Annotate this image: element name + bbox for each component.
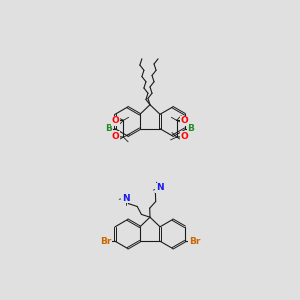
Text: Br: Br — [189, 237, 200, 246]
Text: O: O — [112, 132, 119, 141]
Text: N: N — [156, 183, 164, 192]
Text: O: O — [181, 116, 188, 125]
Text: B: B — [106, 124, 112, 133]
Text: O: O — [112, 116, 119, 125]
Text: O: O — [181, 132, 188, 141]
Text: B: B — [188, 124, 194, 133]
Text: Br: Br — [100, 237, 111, 246]
Text: N: N — [122, 194, 130, 202]
